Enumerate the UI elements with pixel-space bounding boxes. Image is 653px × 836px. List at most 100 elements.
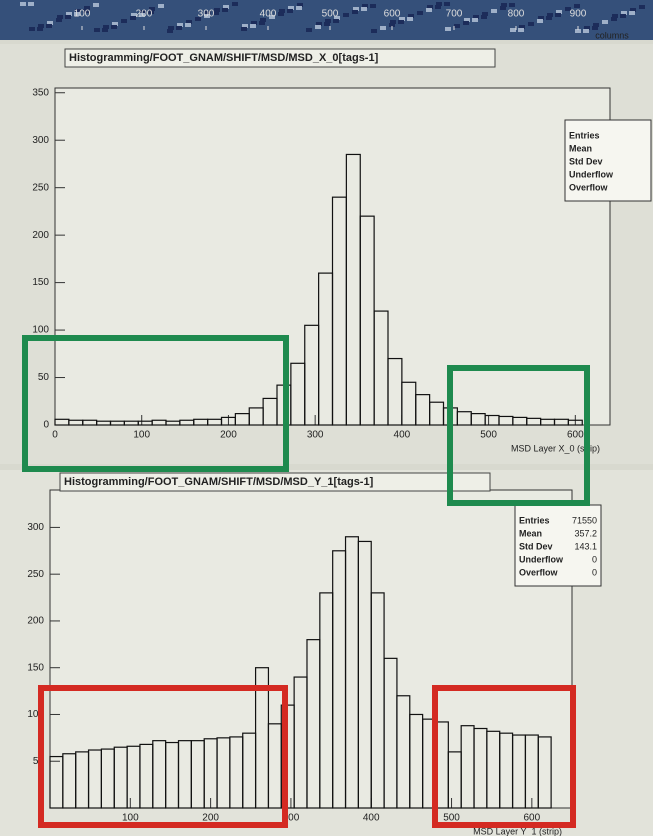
- heatmap-cell: [139, 13, 145, 17]
- heatmap-cell: [94, 28, 100, 32]
- heatmap-cell: [185, 23, 191, 27]
- heatmap-cell: [83, 9, 89, 13]
- x-tick-label: 900: [570, 9, 587, 20]
- y-tick-label: 200: [32, 230, 49, 241]
- heatmap-cell: [279, 9, 285, 13]
- heatmap-cell: [389, 23, 395, 27]
- heatmap-cell: [445, 27, 451, 31]
- y-tick-label: 250: [27, 569, 44, 580]
- y-tick-label: 200: [27, 616, 44, 627]
- heatmap-cell: [528, 22, 534, 26]
- y-tick-label: 0: [43, 420, 49, 431]
- heatmap-cell: [316, 22, 322, 26]
- heatmap-cell: [408, 14, 414, 18]
- stats-label: Mean: [519, 528, 542, 538]
- y-tick-label: 300: [32, 135, 49, 146]
- x-axis-label: MSD Layer X_0 (strip): [511, 443, 600, 453]
- stats-label: Entries: [569, 130, 600, 140]
- plots: 100 200 300 400 500 600 700 800 900columnsHistog…: [20, 2, 652, 836]
- x-tick-label: 300: [283, 813, 300, 824]
- heatmap-cell: [556, 10, 562, 14]
- heatmap-cell: [630, 8, 636, 12]
- stats-value: 357.2: [574, 528, 597, 538]
- x-tick-label: 300: [307, 430, 324, 441]
- heatmap-cell: [288, 6, 294, 10]
- x-tick-label: 600: [384, 9, 401, 20]
- heatmap-cell: [612, 14, 618, 18]
- y-tick-label: 50: [38, 372, 50, 383]
- x-tick-label: 200: [220, 430, 237, 441]
- x-tick-label: 500: [322, 9, 339, 20]
- heatmap-cell: [501, 3, 507, 7]
- heatmap-cell: [444, 2, 450, 6]
- heatmap-cell: [102, 28, 108, 32]
- heatmap-cell: [242, 24, 248, 28]
- highlight-box: [22, 335, 289, 472]
- x-tick-label: 400: [394, 430, 411, 441]
- heatmap-cell: [176, 26, 182, 30]
- heatmap-cell: [186, 20, 192, 24]
- heatmap-cell: [371, 29, 377, 33]
- heatmap-cell: [621, 11, 627, 15]
- heatmap-cell: [74, 12, 80, 16]
- heatmap-cell: [223, 5, 229, 9]
- heatmap-cell: [57, 15, 63, 19]
- heatmap-cell: [241, 27, 247, 31]
- x-tick-label: 400: [260, 9, 277, 20]
- heatmap-cell: [149, 7, 155, 11]
- x-axis-label: MSD Layer Y_1 (strip): [473, 826, 562, 836]
- x-tick-label: 700: [446, 9, 463, 20]
- heatmap-cell: [260, 18, 266, 22]
- heatmap-cell: [538, 16, 544, 20]
- heatmap-cell: [222, 8, 228, 12]
- heatmap-cell: [555, 13, 561, 17]
- stats-value: 0: [592, 567, 597, 577]
- highlight-box: [447, 365, 590, 506]
- heatmap-cell: [353, 7, 359, 11]
- heatmap-cell: [620, 14, 626, 18]
- heatmap-cell: [380, 26, 386, 30]
- heatmap-cell: [362, 4, 368, 8]
- x-tick-label: 200: [202, 813, 219, 824]
- heatmap-cell: [56, 18, 62, 22]
- heatmap-cell: [75, 9, 81, 13]
- x-tick-label: 100: [133, 430, 150, 441]
- stats-box: [564, 119, 652, 202]
- stats-value: 0: [592, 554, 597, 564]
- x-tick-label: 100: [74, 9, 91, 20]
- stats-label: Underflow: [569, 169, 614, 179]
- heatmap-cell: [250, 24, 256, 28]
- x-tick-label: 600: [567, 430, 584, 441]
- heatmap-cell: [482, 12, 488, 16]
- histogram-bar: [567, 419, 583, 426]
- heatmap-cell: [195, 17, 201, 21]
- heatmap-cell: [324, 22, 330, 26]
- heatmap-cell: [370, 4, 376, 8]
- x-tick-label: 300: [198, 9, 215, 20]
- heatmap-cell: [464, 18, 470, 22]
- heatmap-cell: [297, 3, 303, 7]
- heatmap-cell: [407, 17, 413, 21]
- highlight-box: [432, 685, 576, 828]
- heatmap-cell: [426, 8, 432, 12]
- y-tick-label: 350: [32, 87, 49, 98]
- y-tick-label: 250: [32, 182, 49, 193]
- heatmap-cell: [639, 5, 645, 9]
- x-tick-label: 0: [52, 430, 58, 441]
- chart-title: Histogramming/FOOT_GNAM/SHIFT/MSD/MSD_X_…: [69, 52, 379, 64]
- heatmap-cell: [519, 25, 525, 29]
- heatmap-cell: [361, 7, 367, 11]
- heatmap-cell: [352, 10, 358, 14]
- y-tick-label: 150: [27, 662, 44, 673]
- x-tick-label: 800: [508, 9, 525, 20]
- heatmap-cell: [343, 13, 349, 17]
- heatmap-cell: [325, 19, 331, 23]
- heatmap-cell: [232, 2, 238, 6]
- heatmap-cell: [592, 26, 598, 30]
- stats-label: Overflow: [519, 567, 559, 577]
- heatmap-cell: [510, 28, 516, 32]
- heatmap-cell: [593, 23, 599, 27]
- heatmap-cell: [112, 22, 118, 26]
